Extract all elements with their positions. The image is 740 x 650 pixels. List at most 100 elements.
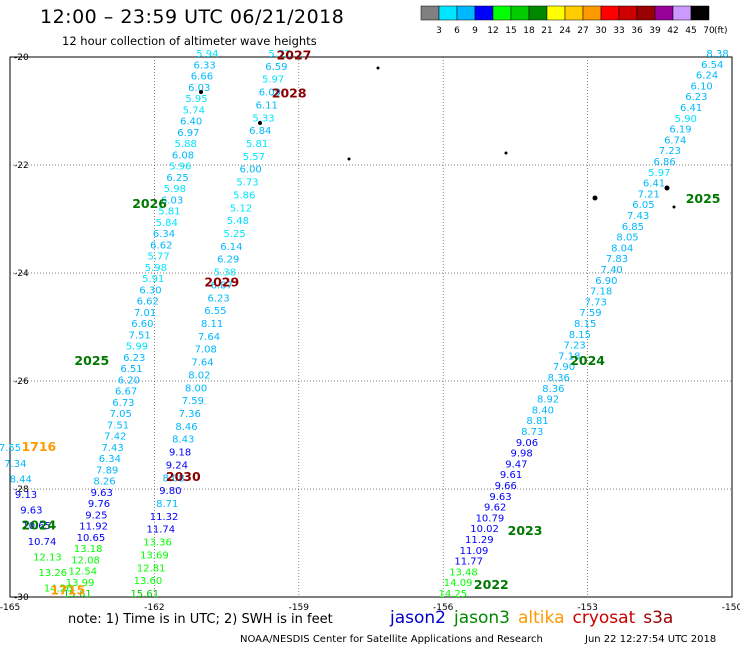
colorbar-tick: 45 xyxy=(685,26,696,36)
wave-height-label: 12.08 xyxy=(71,555,100,566)
wave-height-label: 6.62 xyxy=(150,240,172,251)
wave-height-label: 13.60 xyxy=(134,576,163,587)
wave-height-label: 5.90 xyxy=(675,114,697,125)
lon-tick-label: -150 xyxy=(722,603,740,613)
wave-height-label: 6.03 xyxy=(188,83,210,94)
wave-height-label: 6.20 xyxy=(118,375,140,386)
colorbar-tick: 36 xyxy=(631,26,643,36)
island-marker xyxy=(258,121,262,125)
wave-height-label: 6.97 xyxy=(177,128,199,139)
wave-height-label: 8.26 xyxy=(93,477,115,488)
wave-height-label: 8.05 xyxy=(616,233,638,244)
wave-height-label: 5.91 xyxy=(142,274,164,285)
wave-height-label: 5.73 xyxy=(236,178,258,189)
wave-height-label: 5.74 xyxy=(183,105,205,116)
wave-height-label: 6.34 xyxy=(153,229,175,240)
wave-height-label: 7.08 xyxy=(195,345,217,356)
wave-height-label: 5.97 xyxy=(648,168,670,179)
wave-height-label: 6.67 xyxy=(115,387,137,398)
wave-height-label: 7.59 xyxy=(579,308,601,319)
wave-height-label: 7.64 xyxy=(198,332,220,343)
wave-height-label: 9.63 xyxy=(20,506,42,517)
wave-height-label: 6.41 xyxy=(680,103,702,114)
wave-height-label: 9.66 xyxy=(495,481,517,492)
wave-height-label: 6.23 xyxy=(685,92,707,103)
wave-height-label: 7.18 xyxy=(590,287,612,298)
pass-time-label: 2030 xyxy=(166,469,201,484)
wave-height-label: 9.61 xyxy=(500,470,522,481)
pass-time-label: 2025 xyxy=(74,353,109,368)
wave-height-label: 8.15 xyxy=(569,330,591,341)
wave-height-label: 11.92 xyxy=(79,522,108,533)
pass-time-label: 1715 xyxy=(50,582,85,597)
wave-height-label: 8.36 xyxy=(548,373,570,384)
wave-height-label: 8.73 xyxy=(521,427,543,438)
colorbar-tick: 15 xyxy=(505,26,516,36)
pass-time-label: 2028 xyxy=(272,86,307,101)
pass-time-label: 2029 xyxy=(204,275,239,290)
pass-time-label: 2027 xyxy=(277,48,312,63)
wave-height-label: 5.33 xyxy=(252,113,274,124)
legend-item: cryosat xyxy=(572,608,636,628)
wave-height-label: 5.98 xyxy=(145,263,167,274)
wave-height-label: 6.23 xyxy=(207,293,229,304)
legend-item: jason3 xyxy=(454,608,510,628)
lat-tick-label: -24 xyxy=(14,269,29,279)
wave-height-label: 9.47 xyxy=(505,459,527,470)
pass-time-label: 2024 xyxy=(21,518,56,533)
wave-height-label: 6.05 xyxy=(632,200,654,211)
wave-height-label: 11.77 xyxy=(454,557,483,568)
wave-height-label: 6.14 xyxy=(220,242,242,253)
axis-labels: -165 -162 -159 -156 -153 -150 -20 -22 -24 -26 -28 -… xyxy=(0,53,740,613)
wave-height-label: 6.86 xyxy=(653,157,675,168)
wave-height-label: 6.90 xyxy=(595,276,617,287)
lat-tick-label: -28 xyxy=(14,485,29,495)
wave-height-label: 7.43 xyxy=(627,211,649,222)
island-marker xyxy=(376,66,380,70)
wave-height-label: 6.11 xyxy=(256,100,278,111)
wave-height-label: 6.23 xyxy=(123,353,145,364)
pass-time-label: 1716 xyxy=(21,439,56,454)
wave-height-label: 6.74 xyxy=(664,135,686,146)
lon-tick-label: -159 xyxy=(289,603,310,613)
wave-height-label: 9.63 xyxy=(489,492,511,503)
wave-height-label: 6.10 xyxy=(691,81,713,92)
wave-height-label: 6.25 xyxy=(166,173,188,184)
wave-height-label: 5.12 xyxy=(230,203,252,214)
colorbar-tick: 30 xyxy=(595,26,607,36)
wave-height-label: 9.76 xyxy=(88,499,110,510)
wave-height-label: 8.02 xyxy=(188,370,210,381)
wave-height-label: 6.60 xyxy=(131,319,153,330)
wave-height-label: 7.55 xyxy=(0,443,21,454)
wave-height-label: 8.08 xyxy=(163,473,185,484)
island-marker xyxy=(672,205,676,209)
pass-labels: 2027 2028 2026 2029 2025 1716 2030 2024 1715 2025… xyxy=(21,48,720,598)
wave-height-label: 5.48 xyxy=(227,216,249,227)
footer-note: note: 1) Time is in UTC; 2) SWH is in fe… xyxy=(68,612,333,627)
wave-height-label: 12.81 xyxy=(137,563,166,574)
wave-height-label: 7.59 xyxy=(182,396,204,407)
islands xyxy=(199,66,676,209)
wave-height-label: 7.42 xyxy=(104,432,126,443)
wave-height-label: 14.09 xyxy=(444,578,473,589)
wave-height-label: 5.38 xyxy=(214,268,236,279)
colorbar-tick: 9 xyxy=(472,26,478,36)
wave-height-label: 8.11 xyxy=(201,319,223,330)
wave-height-label: 7.21 xyxy=(638,189,660,200)
wave-height-label: 7.05 xyxy=(110,409,132,420)
wave-height-label: 14.25 xyxy=(439,589,468,600)
colorbar-tick: 39 xyxy=(649,26,661,36)
lon-tick-label: -162 xyxy=(144,603,164,613)
wave-height-label: 7.90 xyxy=(553,362,575,373)
wave-height-label: 6.30 xyxy=(139,285,161,296)
wave-height-label: 5.94 xyxy=(196,49,218,60)
legend-item: jason2 xyxy=(390,608,446,628)
wave-height-label: 6.87 xyxy=(211,280,233,291)
island-marker xyxy=(504,151,508,155)
wave-height-label: 9.62 xyxy=(484,503,506,514)
wave-height-label: 11.74 xyxy=(146,525,175,536)
wave-height-label: 13.99 xyxy=(66,578,95,589)
wave-height-label: 14.26 xyxy=(44,584,73,595)
colorbar-tick: 42 xyxy=(667,26,678,36)
wave-height-label: 5.72 xyxy=(268,49,290,60)
